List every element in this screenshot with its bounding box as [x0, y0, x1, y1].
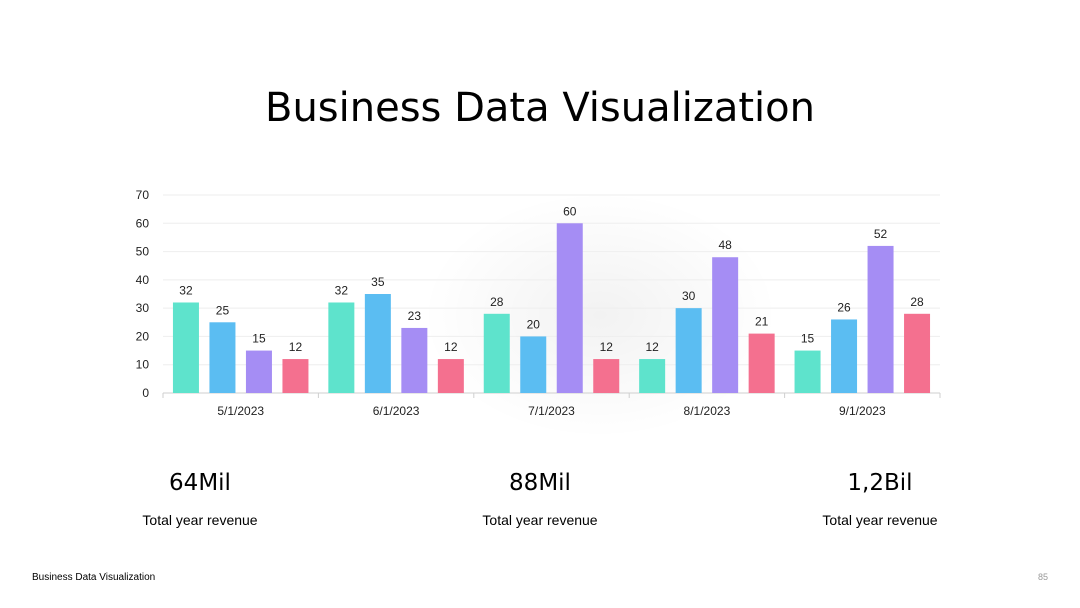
stat-3-value: 1,2Bil	[847, 470, 913, 496]
x-tick-label: 5/1/2023	[217, 404, 264, 418]
data-label: 12	[444, 340, 458, 354]
page-number: 85	[1037, 572, 1048, 582]
bar	[748, 333, 775, 393]
bar	[556, 223, 583, 393]
bar	[209, 322, 236, 393]
bar	[520, 336, 547, 393]
bar	[364, 294, 391, 393]
x-tick-label: 9/1/2023	[839, 404, 886, 418]
data-label: 32	[335, 283, 349, 297]
bar	[639, 359, 666, 393]
data-label: 12	[600, 340, 614, 354]
slide-title: Business Data Visualization	[265, 85, 815, 131]
bar	[328, 302, 355, 393]
y-tick-label: 10	[136, 358, 150, 372]
bar	[712, 257, 739, 393]
stat-1: 64Mil Total year revenue	[100, 469, 300, 529]
data-label: 15	[801, 332, 815, 346]
y-tick-label: 30	[136, 301, 150, 315]
data-label: 60	[563, 204, 577, 218]
stat-3: 1,2Bil Total year revenue	[780, 469, 980, 529]
y-tick-label: 0	[142, 386, 149, 400]
data-label: 32	[179, 283, 193, 297]
data-label: 12	[645, 340, 659, 354]
stat-2-value: 88Mil	[509, 470, 571, 496]
data-label: 23	[408, 309, 422, 323]
y-tick-label: 50	[136, 245, 150, 259]
bar	[483, 313, 510, 393]
bar	[675, 308, 702, 393]
data-label: 28	[490, 295, 504, 309]
y-tick-label: 70	[136, 188, 150, 202]
stat-2-caption: Total year revenue	[482, 512, 598, 528]
data-label: 52	[874, 227, 888, 241]
data-label: 12	[289, 340, 303, 354]
footer-title: Business Data Visualization	[32, 572, 156, 583]
bar	[904, 313, 931, 393]
bar	[593, 359, 620, 393]
data-label: 21	[755, 315, 769, 329]
data-label: 48	[718, 238, 732, 252]
bar	[794, 350, 821, 393]
bar	[245, 350, 272, 393]
data-label: 30	[682, 289, 696, 303]
bar	[401, 327, 428, 393]
data-label: 28	[910, 295, 924, 309]
data-label: 25	[216, 303, 230, 317]
y-tick-label: 40	[136, 273, 150, 287]
y-tick-label: 60	[136, 216, 150, 230]
stat-3-caption: Total year revenue	[822, 512, 938, 528]
stat-2: 88Mil Total year revenue	[440, 469, 640, 529]
x-tick-label: 6/1/2023	[373, 404, 420, 418]
stat-1-value: 64Mil	[169, 470, 231, 496]
bar	[172, 302, 199, 393]
data-label: 15	[252, 332, 266, 346]
x-tick-label: 7/1/2023	[528, 404, 575, 418]
bar	[437, 359, 464, 393]
bar	[831, 319, 858, 393]
bar	[867, 245, 894, 393]
x-tick-label: 8/1/2023	[684, 404, 731, 418]
data-label: 20	[527, 317, 541, 331]
stat-1-caption: Total year revenue	[142, 512, 258, 528]
data-label: 35	[371, 275, 385, 289]
bar	[282, 359, 309, 393]
y-tick-label: 20	[136, 329, 150, 343]
data-label: 26	[837, 300, 851, 314]
